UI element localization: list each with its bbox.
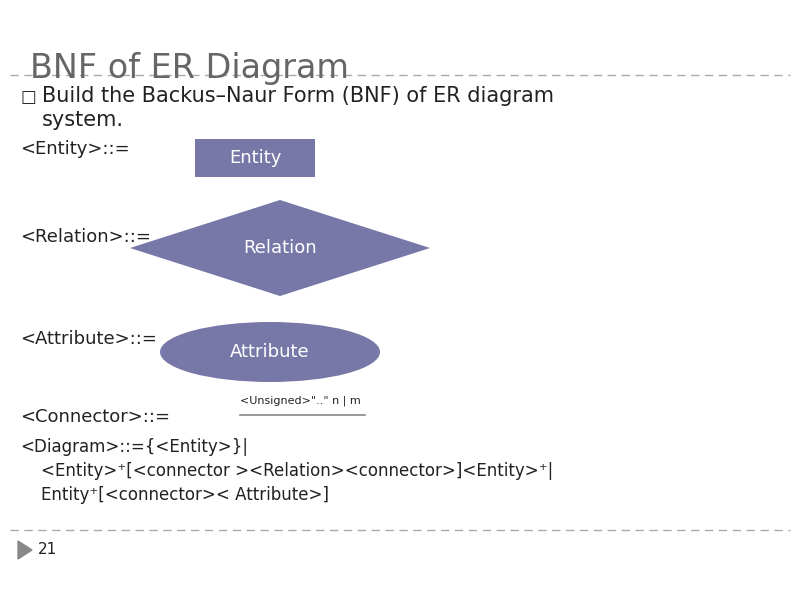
- Polygon shape: [18, 541, 32, 559]
- Text: <Unsigned>".." n | m: <Unsigned>".." n | m: [240, 395, 361, 406]
- Text: <Entity>::=: <Entity>::=: [20, 140, 130, 158]
- Text: <Relation>::=: <Relation>::=: [20, 228, 151, 246]
- Text: <Attribute>::=: <Attribute>::=: [20, 330, 157, 348]
- Text: 21: 21: [38, 542, 58, 557]
- FancyBboxPatch shape: [195, 139, 315, 177]
- Text: Build the Backus–Naur Form (BNF) of ER diagram: Build the Backus–Naur Form (BNF) of ER d…: [42, 86, 554, 106]
- Text: Attribute: Attribute: [230, 343, 310, 361]
- Text: □: □: [20, 88, 36, 106]
- Text: Entity: Entity: [229, 149, 281, 167]
- Text: Entity⁺[<connector>< Attribute>]: Entity⁺[<connector>< Attribute>]: [20, 486, 329, 504]
- Text: <Connector>::=: <Connector>::=: [20, 408, 170, 426]
- Text: <Entity>⁺[<connector ><Relation><connector>]<Entity>⁺|: <Entity>⁺[<connector ><Relation><connect…: [20, 462, 554, 480]
- Polygon shape: [130, 200, 430, 296]
- Text: Relation: Relation: [243, 239, 317, 257]
- Text: BNF of ER Diagram: BNF of ER Diagram: [30, 52, 349, 85]
- Text: system.: system.: [42, 110, 124, 130]
- Ellipse shape: [160, 322, 380, 382]
- Text: <Diagram>::={<Entity>}|: <Diagram>::={<Entity>}|: [20, 438, 248, 456]
